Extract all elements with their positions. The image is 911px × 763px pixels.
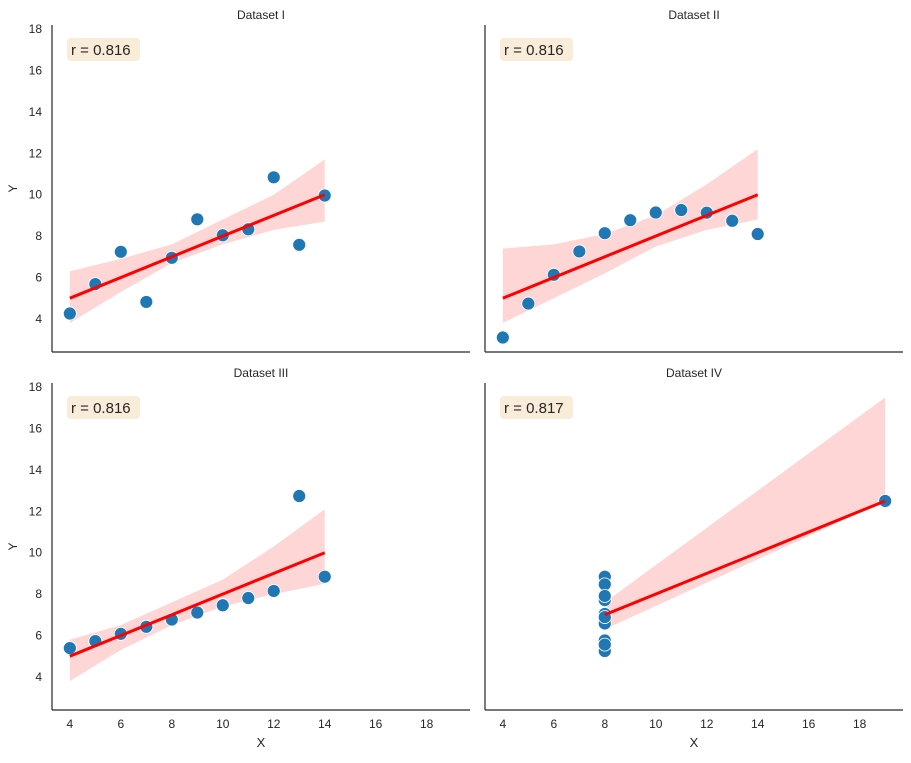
data-point bbox=[521, 296, 536, 311]
x-tick-label: 8 bbox=[601, 717, 608, 731]
x-tick-label: 18 bbox=[853, 717, 867, 731]
y-tick-label: 4 bbox=[35, 312, 42, 326]
y-tick-label: 10 bbox=[29, 188, 43, 202]
panel-title: Dataset I bbox=[237, 8, 285, 22]
data-point bbox=[317, 569, 332, 584]
data-point bbox=[266, 584, 281, 598]
data-point bbox=[597, 589, 612, 603]
data-point bbox=[597, 637, 612, 652]
data-point bbox=[62, 306, 77, 321]
data-point bbox=[572, 244, 587, 259]
panel-1: Dataset I 4 6 8 10 12 14 16 18 Yr = 0.816 bbox=[6, 8, 470, 353]
y-tick-label: 12 bbox=[29, 146, 43, 160]
data-point bbox=[266, 170, 281, 185]
y-tick-label: 14 bbox=[29, 105, 43, 119]
x-axis-label: X bbox=[690, 735, 699, 750]
confidence-band bbox=[69, 159, 325, 324]
x-tick-label: 4 bbox=[499, 717, 506, 731]
regression-line bbox=[69, 193, 326, 300]
x-tick-label: 16 bbox=[802, 717, 816, 731]
y-tick-label: 14 bbox=[29, 463, 43, 477]
data-point bbox=[495, 330, 510, 345]
y-tick-label: 8 bbox=[35, 587, 42, 601]
correlation-text: r = 0.816 bbox=[504, 42, 564, 59]
regression-line bbox=[502, 193, 759, 300]
y-tick-label: 16 bbox=[29, 422, 43, 436]
data-point bbox=[113, 244, 128, 259]
data-point bbox=[674, 203, 689, 217]
correlation-badge bbox=[500, 396, 573, 419]
data-point bbox=[215, 598, 230, 613]
x-tick-label: 14 bbox=[318, 717, 332, 731]
data-point bbox=[292, 489, 307, 503]
data-point bbox=[292, 237, 307, 252]
y-axis-label: Y bbox=[6, 184, 20, 192]
correlation-badge bbox=[67, 38, 140, 61]
y-tick-label: 4 bbox=[35, 670, 42, 684]
y-tick-label: 10 bbox=[29, 546, 43, 560]
confidence-band bbox=[604, 397, 886, 630]
panel-4: Dataset IV 4 6 8 10 12 14 16 18 Xr = 0.817 bbox=[484, 366, 903, 750]
correlation-badge bbox=[500, 38, 573, 61]
y-tick-label: 12 bbox=[29, 504, 43, 518]
panel-2: Dataset II r = 0.816 bbox=[484, 8, 903, 353]
confidence-band bbox=[502, 149, 758, 324]
correlation-text: r = 0.816 bbox=[71, 42, 131, 59]
data-point bbox=[190, 605, 205, 620]
data-point bbox=[648, 205, 663, 220]
x-tick-label: 16 bbox=[369, 717, 383, 731]
panel-title: Dataset II bbox=[668, 8, 719, 22]
data-point bbox=[139, 295, 154, 309]
correlation-badge bbox=[67, 396, 140, 419]
y-tick-label: 16 bbox=[29, 64, 43, 78]
data-point bbox=[750, 227, 765, 241]
data-point bbox=[597, 577, 612, 592]
data-point bbox=[62, 641, 77, 656]
data-point bbox=[190, 212, 205, 227]
y-tick-label: 6 bbox=[35, 628, 42, 642]
data-point bbox=[597, 226, 612, 241]
x-tick-label: 4 bbox=[66, 717, 73, 731]
data-point bbox=[241, 591, 256, 605]
data-point bbox=[623, 213, 638, 228]
panel-3: Dataset III 4 6 8 10 12 14 16 18 Y 4 6 8 10 12 14 16 18 Xr… bbox=[6, 366, 470, 750]
y-axis-label: Y bbox=[6, 542, 20, 550]
correlation-text: r = 0.817 bbox=[504, 400, 564, 417]
x-tick-label: 10 bbox=[649, 717, 663, 731]
x-tick-label: 8 bbox=[168, 717, 175, 731]
regression-line bbox=[69, 551, 326, 658]
y-tick-label: 18 bbox=[29, 22, 43, 36]
panel-title: Dataset III bbox=[234, 366, 289, 380]
panel-title: Dataset IV bbox=[666, 366, 722, 380]
confidence-band bbox=[69, 509, 325, 682]
y-tick-label: 18 bbox=[29, 380, 43, 394]
x-tick-label: 10 bbox=[216, 717, 230, 731]
x-axis-label: X bbox=[257, 735, 266, 750]
correlation-text: r = 0.816 bbox=[71, 400, 131, 417]
data-point bbox=[725, 213, 740, 228]
x-tick-label: 14 bbox=[751, 717, 765, 731]
y-tick-label: 8 bbox=[35, 229, 42, 243]
x-tick-label: 6 bbox=[117, 717, 124, 731]
regression-line bbox=[604, 499, 886, 617]
x-tick-label: 6 bbox=[550, 717, 557, 731]
x-tick-label: 12 bbox=[267, 717, 281, 731]
x-tick-label: 12 bbox=[700, 717, 714, 731]
y-tick-label: 6 bbox=[35, 270, 42, 284]
x-tick-label: 18 bbox=[420, 717, 434, 731]
